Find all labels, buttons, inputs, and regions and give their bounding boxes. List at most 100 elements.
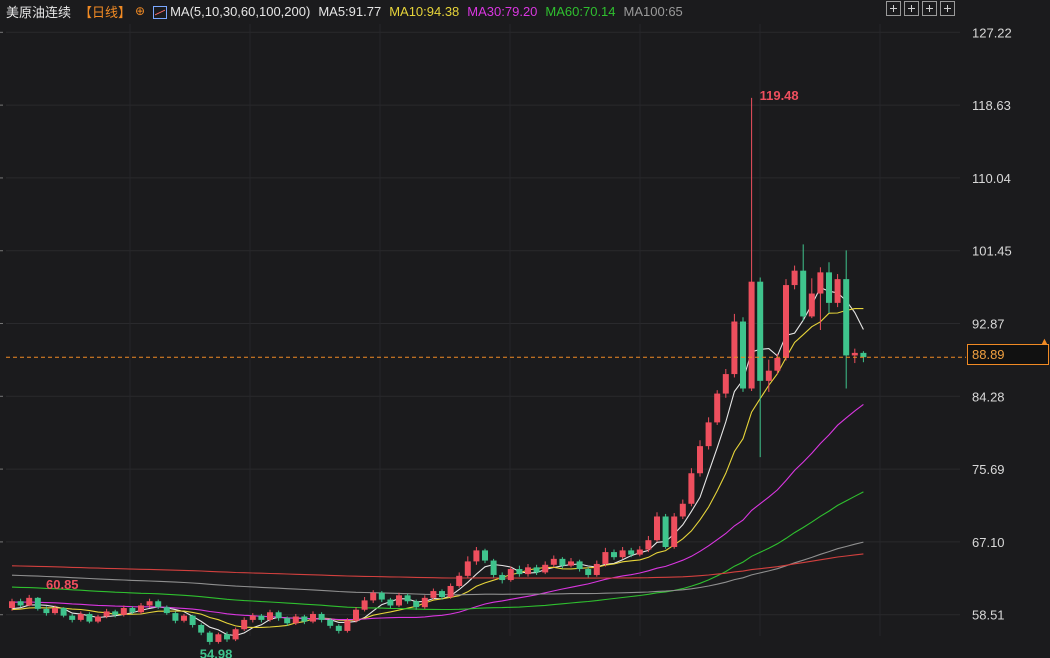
add-indicator-icon[interactable]: ⊕ (135, 4, 146, 18)
candle-body (112, 611, 119, 615)
candle (671, 513, 678, 549)
candle-body (155, 601, 162, 608)
candle-body (138, 605, 144, 613)
ma100-line (11, 541, 864, 596)
candle-body (301, 616, 308, 622)
candle (525, 563, 531, 577)
candle (740, 317, 746, 392)
candle (138, 602, 144, 614)
candle-body (215, 634, 222, 642)
candle (602, 547, 609, 567)
candle (516, 565, 523, 577)
candle (482, 548, 488, 564)
candle (335, 624, 342, 634)
candle (568, 558, 574, 568)
crosshair-icon[interactable] (886, 1, 901, 16)
candle-body (95, 616, 101, 622)
play-icon[interactable] (922, 1, 937, 16)
candle-body (310, 613, 316, 622)
candle-body (9, 601, 15, 609)
candle (26, 594, 33, 607)
candle-body (748, 281, 755, 389)
candle-body (817, 272, 824, 294)
candle-body (507, 569, 514, 581)
left-price-label: 60.85 (46, 577, 79, 592)
candle (95, 614, 101, 624)
candle (86, 612, 93, 624)
candle-body (774, 357, 781, 371)
candle (52, 605, 58, 615)
candle (17, 598, 24, 608)
candle-body (860, 352, 867, 358)
y-tick-label: 67.10 (972, 535, 1005, 550)
candle (318, 612, 325, 623)
candle-body (198, 624, 205, 633)
candle (387, 597, 394, 609)
candle-body (353, 609, 359, 621)
candle-body (421, 597, 428, 608)
candle (353, 607, 359, 623)
candle-body (490, 560, 497, 575)
candle (249, 613, 256, 623)
candle (34, 597, 41, 611)
candle-body (619, 550, 626, 558)
candle (705, 417, 712, 450)
candle-body (34, 597, 41, 609)
candle-body (559, 558, 566, 566)
ma10-line (11, 308, 864, 628)
candle (60, 607, 67, 618)
candle-body (765, 370, 772, 381)
candle (129, 606, 136, 614)
candle-body (800, 270, 807, 317)
candle (155, 599, 162, 609)
candle-body (447, 585, 454, 598)
candle-body (146, 601, 153, 606)
candle-body (697, 446, 703, 474)
candle (378, 591, 385, 603)
ma60-line (11, 491, 864, 611)
chart-toolbar (886, 1, 958, 16)
candle-body (576, 561, 583, 570)
candle-body (335, 625, 342, 631)
candle (800, 244, 807, 321)
ma-parameters[interactable]: MA(5,10,30,60,100,200) (170, 3, 311, 19)
candle-body (473, 550, 480, 562)
candle (593, 560, 600, 577)
y-tick-label: 58.51 (972, 608, 1005, 623)
scroll-right-icon[interactable]: ▲ (1040, 336, 1049, 346)
candle-body (851, 352, 858, 356)
period-selector[interactable]: 【日线】 (79, 4, 132, 20)
candle (224, 631, 230, 642)
y-tick-label: 84.28 (972, 389, 1005, 404)
zoom-icon[interactable] (904, 1, 919, 16)
candle (456, 572, 463, 588)
candle-body (628, 550, 635, 555)
candle (826, 262, 832, 314)
candle-body (224, 634, 230, 640)
exit-icon[interactable] (940, 1, 955, 16)
instrument-title[interactable]: 美原油连续 (6, 4, 72, 20)
candle-body (843, 279, 850, 356)
candle (464, 556, 471, 578)
candle-body (267, 612, 273, 620)
candle (843, 250, 850, 389)
candle-body (344, 620, 351, 631)
candle-body (378, 592, 385, 600)
candle-body (757, 281, 764, 381)
candle (215, 632, 222, 644)
candle-body (387, 599, 394, 606)
candle (198, 623, 205, 636)
candle (765, 359, 772, 392)
candle-body (284, 618, 291, 624)
indicator-chart-icon[interactable] (153, 5, 168, 19)
candle-body (654, 516, 660, 541)
candle-body (791, 270, 798, 286)
y-tick-label: 118.63 (972, 98, 1011, 113)
ma5-line (11, 286, 864, 637)
candle-body (181, 615, 187, 621)
y-tick-label: 101.45 (972, 244, 1012, 259)
candle-body (232, 629, 239, 640)
candle (808, 278, 815, 319)
candle (542, 561, 549, 575)
